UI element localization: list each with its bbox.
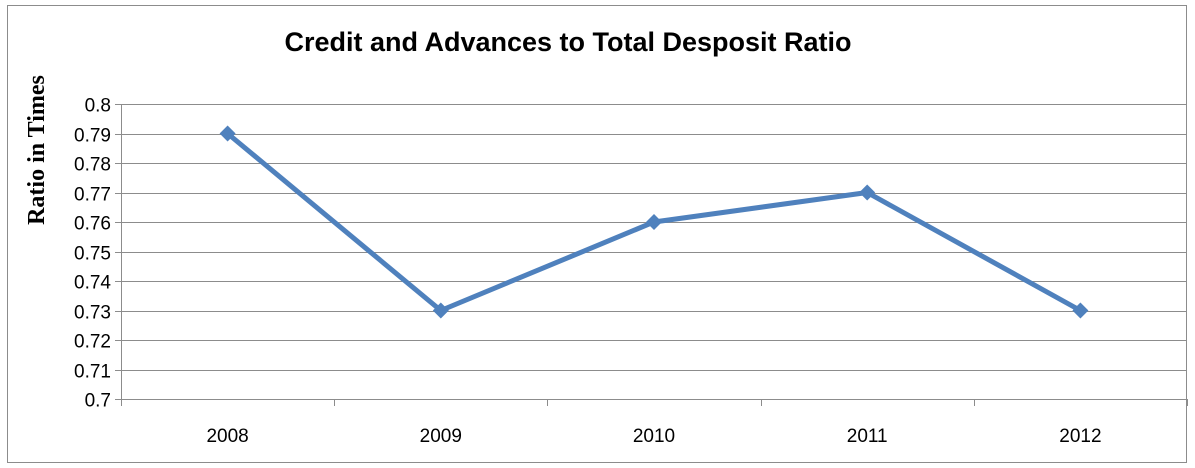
y-axis-label: Ratio in Times xyxy=(24,75,50,225)
y-tick-label: 0.73 xyxy=(74,303,111,324)
chart-frame xyxy=(7,5,1187,463)
y-tick-label: 0.76 xyxy=(74,214,111,235)
y-tick-label: 0.71 xyxy=(74,362,111,383)
data-point-marker xyxy=(219,125,236,142)
gridlines xyxy=(121,104,1187,371)
data-point-marker xyxy=(432,302,449,319)
y-tick-label: 0.74 xyxy=(74,273,111,294)
series-group xyxy=(219,125,1089,319)
y-tick-label: 0.78 xyxy=(74,155,111,176)
data-point-marker xyxy=(1072,302,1089,319)
chart-title: Credit and Advances to Total Desposit Ra… xyxy=(284,27,851,57)
y-tick-label: 0.75 xyxy=(74,244,111,265)
axes xyxy=(115,104,1188,406)
x-tick-labels: 2008 2009 2010 2011 2012 xyxy=(206,426,1101,447)
x-tick-label: 2012 xyxy=(1059,426,1101,447)
y-tick-label: 0.79 xyxy=(74,126,111,147)
x-tick-label: 2011 xyxy=(847,426,888,447)
y-tick-label: 0.8 xyxy=(85,96,111,117)
data-point-marker xyxy=(859,184,876,201)
x-tick-label: 2010 xyxy=(633,426,675,447)
y-tick-label: 0.72 xyxy=(74,332,111,353)
data-point-marker xyxy=(646,214,662,230)
x-tick-label: 2008 xyxy=(206,426,248,447)
y-tick-label: 0.7 xyxy=(85,391,111,412)
y-tick-labels: 0.8 0.79 0.78 0.77 0.76 0.75 0.74 0.73 0.72 0.71 0… xyxy=(74,96,111,412)
x-tick-label: 2009 xyxy=(420,426,462,447)
y-tick-label: 0.77 xyxy=(74,185,111,206)
